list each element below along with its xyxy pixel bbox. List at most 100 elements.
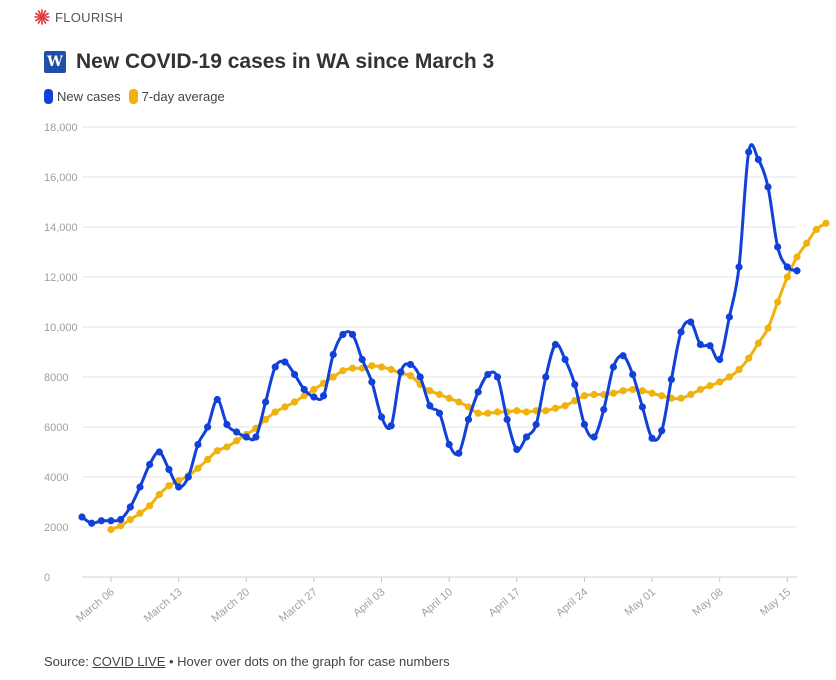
data-point-new-cases[interactable] [464, 415, 473, 424]
data-point-new-cases[interactable] [609, 363, 618, 371]
data-point-7-day-average[interactable] [155, 490, 163, 499]
data-point-new-cases[interactable] [735, 263, 743, 271]
data-point-new-cases[interactable] [339, 330, 347, 339]
data-point-7-day-average[interactable] [387, 365, 395, 374]
data-point-new-cases[interactable] [329, 350, 337, 359]
data-point-new-cases[interactable] [590, 433, 598, 441]
data-point-7-day-average[interactable] [377, 363, 386, 371]
data-point-7-day-average[interactable] [619, 387, 627, 395]
data-point-new-cases[interactable] [377, 413, 386, 421]
data-point-new-cases[interactable] [165, 465, 173, 474]
data-point-new-cases[interactable] [126, 503, 134, 511]
data-point-7-day-average[interactable] [290, 398, 299, 406]
data-point-7-day-average[interactable] [329, 373, 337, 381]
flourish-brand[interactable]: FLOURISH [34, 9, 123, 25]
data-point-new-cases[interactable] [522, 433, 531, 441]
data-point-new-cases[interactable] [658, 427, 666, 435]
data-point-7-day-average[interactable] [271, 408, 279, 416]
data-point-7-day-average[interactable] [107, 525, 115, 534]
data-point-new-cases[interactable] [783, 263, 791, 271]
legend-item-7-day-average[interactable]: 7-day average [128, 89, 225, 104]
data-point-new-cases[interactable] [696, 340, 704, 349]
data-point-new-cases[interactable] [513, 445, 521, 454]
data-point-7-day-average[interactable] [793, 253, 801, 261]
data-point-7-day-average[interactable] [368, 362, 376, 370]
data-point-7-day-average[interactable] [735, 365, 743, 374]
data-point-7-day-average[interactable] [716, 378, 724, 386]
data-point-new-cases[interactable] [310, 393, 318, 401]
data-point-new-cases[interactable] [725, 313, 733, 321]
data-point-7-day-average[interactable] [590, 390, 598, 399]
data-point-7-day-average[interactable] [310, 385, 318, 394]
data-point-new-cases[interactable] [667, 375, 675, 384]
data-point-new-cases[interactable] [232, 428, 241, 436]
data-point-7-day-average[interactable] [223, 443, 231, 451]
data-point-new-cases[interactable] [117, 515, 125, 524]
data-point-7-day-average[interactable] [281, 403, 289, 411]
data-point-new-cases[interactable] [368, 378, 376, 386]
data-point-new-cases[interactable] [319, 392, 328, 400]
data-point-new-cases[interactable] [281, 358, 289, 366]
data-point-new-cases[interactable] [532, 420, 540, 429]
data-point-7-day-average[interactable] [754, 339, 762, 347]
data-point-new-cases[interactable] [484, 370, 492, 379]
data-point-7-day-average[interactable] [232, 437, 241, 445]
data-point-7-day-average[interactable] [648, 389, 656, 397]
data-point-7-day-average[interactable] [696, 385, 704, 394]
data-point-7-day-average[interactable] [561, 402, 569, 410]
data-point-new-cases[interactable] [503, 415, 511, 424]
data-point-7-day-average[interactable] [426, 387, 434, 395]
data-point-new-cases[interactable] [242, 433, 250, 441]
data-point-new-cases[interactable] [348, 330, 357, 339]
data-point-7-day-average[interactable] [348, 364, 357, 372]
data-point-7-day-average[interactable] [571, 397, 579, 405]
data-point-7-day-average[interactable] [513, 407, 521, 415]
data-point-new-cases[interactable] [764, 183, 772, 191]
data-point-7-day-average[interactable] [474, 409, 482, 417]
source-link[interactable]: COVID LIVE [92, 654, 166, 669]
data-point-7-day-average[interactable] [117, 522, 125, 530]
data-point-7-day-average[interactable] [522, 408, 531, 416]
data-point-new-cases[interactable] [300, 385, 308, 394]
data-point-new-cases[interactable] [619, 352, 627, 360]
data-point-new-cases[interactable] [261, 398, 270, 406]
data-point-7-day-average[interactable] [764, 324, 772, 332]
data-point-new-cases[interactable] [716, 355, 724, 364]
data-point-new-cases[interactable] [406, 360, 415, 369]
data-point-7-day-average[interactable] [677, 394, 685, 402]
data-point-new-cases[interactable] [213, 395, 221, 404]
data-point-7-day-average[interactable] [629, 385, 637, 394]
data-point-new-cases[interactable] [571, 380, 579, 389]
data-point-new-cases[interactable] [175, 483, 183, 491]
data-point-7-day-average[interactable] [658, 392, 666, 400]
data-point-7-day-average[interactable] [783, 273, 791, 281]
data-point-new-cases[interactable] [97, 517, 105, 525]
data-point-new-cases[interactable] [687, 318, 695, 326]
data-point-new-cases[interactable] [551, 340, 560, 349]
data-point-new-cases[interactable] [455, 449, 463, 457]
data-point-new-cases[interactable] [745, 148, 753, 156]
data-point-7-day-average[interactable] [542, 407, 550, 415]
data-point-new-cases[interactable] [88, 519, 96, 527]
data-point-new-cases[interactable] [706, 342, 714, 350]
data-point-7-day-average[interactable] [687, 390, 695, 399]
data-point-new-cases[interactable] [435, 409, 444, 417]
data-point-new-cases[interactable] [638, 403, 647, 411]
data-point-7-day-average[interactable] [609, 389, 618, 397]
data-point-new-cases[interactable] [223, 420, 231, 429]
data-point-new-cases[interactable] [474, 388, 482, 396]
data-point-7-day-average[interactable] [725, 373, 733, 381]
data-point-7-day-average[interactable] [484, 409, 492, 417]
data-point-7-day-average[interactable] [204, 455, 212, 464]
data-point-new-cases[interactable] [146, 460, 154, 469]
data-point-new-cases[interactable] [271, 363, 279, 371]
data-point-new-cases[interactable] [78, 513, 86, 521]
data-point-7-day-average[interactable] [136, 509, 144, 517]
data-point-new-cases[interactable] [387, 422, 395, 430]
data-point-new-cases[interactable] [600, 405, 608, 414]
legend-item-new-cases[interactable]: New cases [44, 89, 121, 104]
data-point-7-day-average[interactable] [774, 298, 782, 306]
data-point-new-cases[interactable] [184, 473, 192, 481]
data-point-new-cases[interactable] [397, 368, 405, 376]
data-point-new-cases[interactable] [136, 483, 144, 491]
